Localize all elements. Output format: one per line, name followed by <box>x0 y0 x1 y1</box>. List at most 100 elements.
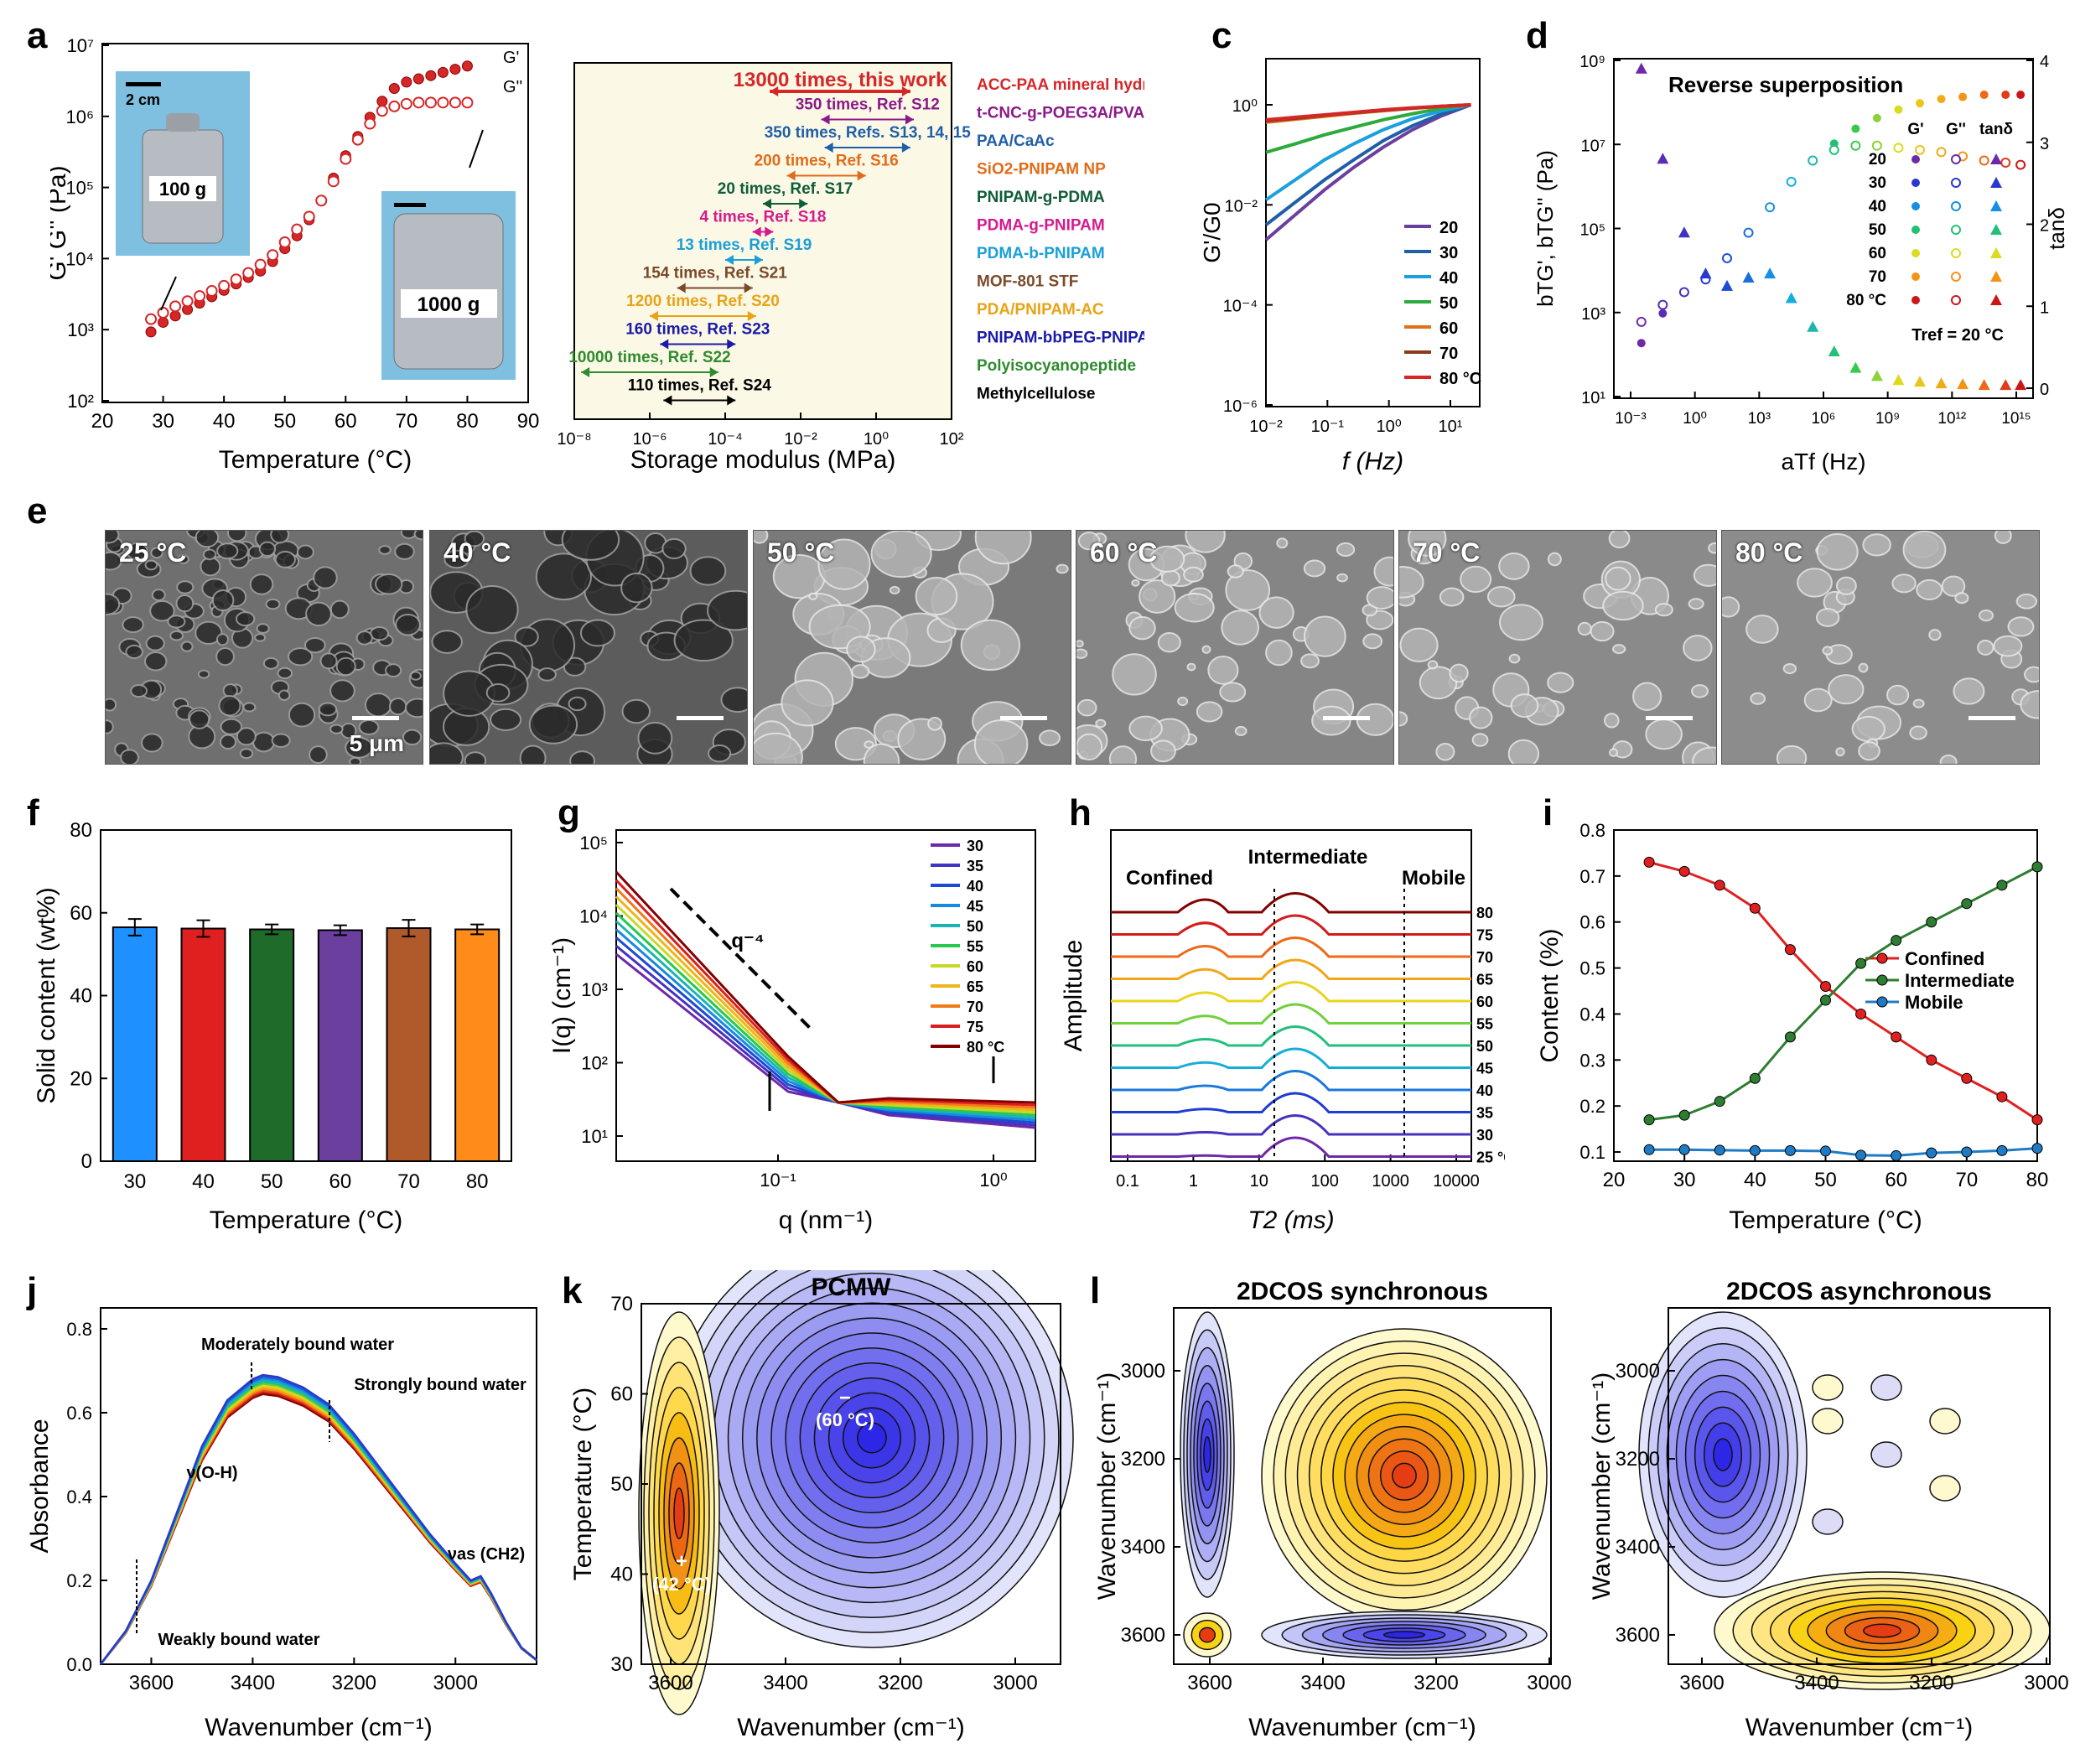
d-legend-temp: 40 <box>1869 198 1886 215</box>
i-point <box>1855 1008 1867 1019</box>
sem-pore <box>1858 741 1880 761</box>
a2-x-tick-label: 10² <box>940 430 964 449</box>
d-legend-gdoubleprime <box>1951 295 1961 305</box>
a2-arrow-head <box>901 86 910 96</box>
sem-pore <box>1139 579 1176 614</box>
c-legend-label: 70 <box>1439 345 1458 363</box>
a2-arrow-head <box>725 255 734 265</box>
d-tandelta-point <box>1849 361 1862 373</box>
sem-pore <box>2024 666 2039 683</box>
sem-pore <box>1692 746 1716 764</box>
f-x-tick-label: 70 <box>397 1170 420 1193</box>
sem-pore <box>413 531 423 541</box>
sem-pore <box>349 756 362 764</box>
a-gdoubleprime-point <box>340 153 352 165</box>
d-gdoubleprime-point <box>1893 143 1904 153</box>
h-series-line <box>1111 1047 1471 1069</box>
a-gdoubleprime-point <box>303 210 315 223</box>
sem-pore <box>1469 706 1493 729</box>
d-gdoubleprime-point <box>1871 140 1882 151</box>
a2-arrow-head <box>786 170 796 181</box>
f-bar <box>386 927 432 1163</box>
h-series-line <box>1111 1003 1471 1025</box>
d-gdoubleprime-point <box>1678 287 1689 298</box>
k-title: PCMW <box>812 1274 892 1301</box>
sem-pore <box>319 652 338 670</box>
d-y2-tick-label: 3 <box>2040 135 2049 153</box>
sem-pore <box>296 544 314 560</box>
a-gprime-point <box>376 96 388 107</box>
sem-pore <box>1435 743 1455 761</box>
a-weight-100g-label-bg <box>149 176 216 201</box>
a-gprime-point <box>412 73 424 85</box>
f-x-axis-label: Temperature (°C) <box>210 1206 402 1234</box>
sem-pore <box>1745 615 1779 644</box>
a2-arrow-head <box>821 114 830 125</box>
a2-arrow-head <box>755 255 763 265</box>
a2-arrow-head <box>581 367 590 377</box>
k-ann-pos-sign: + <box>676 1550 687 1573</box>
a-x-tick-label: 60 <box>335 410 357 433</box>
sem-pore <box>385 663 402 677</box>
f-x-tick-label: 60 <box>329 1170 351 1193</box>
d-tandelta-point <box>1807 320 1819 332</box>
a2-legend-item: t-CNC-g-POEG3A/PVAc <box>977 105 1144 122</box>
d-gprime-point <box>2016 91 2026 100</box>
sem-pore <box>1265 639 1293 667</box>
a2-range-label: 160 times, Ref. S23 <box>625 321 770 339</box>
sem-pore <box>189 709 210 729</box>
c-series-line <box>1264 103 1472 241</box>
sem-pore <box>568 696 587 712</box>
k-x-tick-label: 3000 <box>993 1672 1037 1694</box>
sem-pore <box>464 751 487 764</box>
h-series-line <box>1111 981 1471 1003</box>
i-legend-label: Intermediate <box>1905 970 2015 991</box>
sem-temp-label: 80 °C <box>1735 537 1803 568</box>
d-legend-gdoubleprime <box>1951 154 1961 164</box>
j-spectrum-line <box>100 1378 537 1665</box>
j-x-axis-label: Wavenumber (cm⁻¹) <box>205 1714 432 1741</box>
plot-frame <box>615 829 1036 1162</box>
sem-pore <box>305 601 332 627</box>
a2-range-label: 13 times, Ref. S19 <box>677 236 812 254</box>
a-gdoubleprime-point <box>351 133 364 146</box>
i-point <box>1714 879 1725 891</box>
d-legend-tandelta <box>1990 294 2002 305</box>
d-legend-tandelta <box>1990 177 2002 188</box>
plot-frame <box>1110 829 1472 1162</box>
sem-pore <box>490 708 522 732</box>
sem-pore <box>1928 629 1942 641</box>
sem-pore <box>1227 564 1244 578</box>
sem-pore <box>519 745 547 764</box>
a-gdoubleprime-point <box>194 290 206 303</box>
i-x-tick-label: 80 <box>2026 1169 2049 1191</box>
a-weight-1000g-label-bg <box>401 289 497 318</box>
a2-range-label: 200 times, Ref. S16 <box>755 153 899 170</box>
sem-pore <box>1399 627 1439 663</box>
a2-legend-item: PDA/PNIPAM-AC <box>977 301 1104 319</box>
l1-contour-warm <box>1392 1462 1417 1489</box>
sem-pore <box>1419 666 1458 700</box>
i-point <box>1678 865 1690 877</box>
d-gdoubleprime-point <box>1828 144 1839 155</box>
sem-pore <box>1797 568 1833 598</box>
d-gprime-point <box>2001 91 2010 100</box>
sem-pore <box>125 644 143 660</box>
d-gdoubleprime-point <box>1743 227 1754 238</box>
chart-c-normalized-modulus: 10⁻² 10⁻¹ 10⁰ 10¹ 10⁰ 10⁻² 10⁻⁴ 10⁻⁶ f (Hz) G'/G0… <box>1203 58 1481 475</box>
sem-pore <box>1815 608 1840 627</box>
sem-pore <box>1693 563 1716 587</box>
a2-arrow-head <box>770 86 779 96</box>
a2-range-label: 13000 times, this work <box>734 69 947 91</box>
d-y-tick-label: 10¹ <box>1581 389 1605 407</box>
k-y-axis-label: Temperature (°C) <box>569 1388 597 1580</box>
a2-arrow-head <box>824 143 833 153</box>
sem-pore <box>817 538 871 590</box>
a-gdoubleprime-point <box>145 313 158 325</box>
sem-pore <box>1816 533 1859 571</box>
sem-texture <box>430 531 747 764</box>
sem-pore <box>689 556 727 586</box>
l2-title: 2DCOS asynchronous <box>1726 1278 1992 1305</box>
j-spectrum-line <box>100 1380 537 1665</box>
a2-range-label: 20 times, Ref. S17 <box>718 180 853 198</box>
